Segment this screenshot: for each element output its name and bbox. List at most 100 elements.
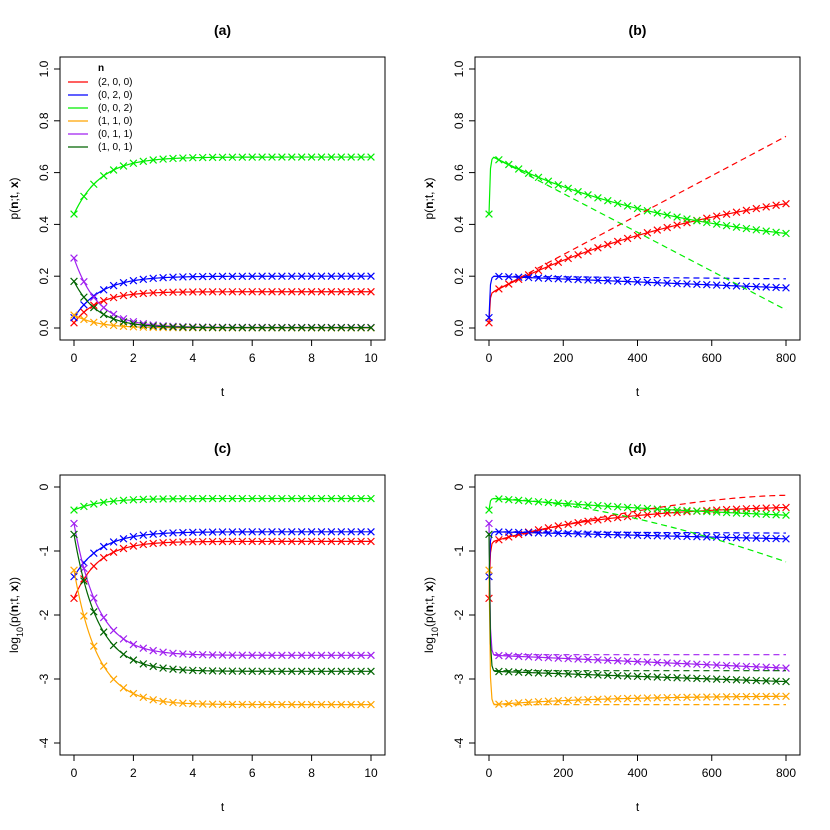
y-tick-label: 0 [452, 483, 466, 490]
series-marker [188, 537, 197, 546]
series-marker [70, 519, 78, 528]
series-marker [139, 644, 148, 653]
series-marker [307, 667, 316, 676]
series-marker [198, 494, 207, 503]
series-marker [574, 655, 582, 663]
series-line [73, 570, 371, 706]
series-marker [208, 288, 217, 296]
series-marker [603, 502, 612, 511]
series-marker [248, 651, 257, 660]
series-marker [109, 626, 118, 635]
series-marker [683, 693, 691, 702]
series-marker [347, 494, 356, 503]
legend-title: n [98, 63, 104, 74]
series-marker [297, 153, 306, 161]
series-marker [208, 528, 217, 536]
y-axis-label: p(n;t, x) [7, 177, 21, 219]
series-marker [673, 673, 681, 682]
series-marker [357, 651, 365, 660]
series-marker [702, 507, 711, 516]
series-marker [663, 509, 672, 517]
series-marker [169, 288, 177, 297]
panel-title: (a) [214, 22, 231, 38]
series-marker [327, 537, 336, 546]
x-axis-label: t [221, 800, 225, 814]
series-marker [238, 667, 247, 676]
series-marker [99, 320, 108, 329]
series-marker [603, 671, 612, 680]
series-marker [752, 676, 761, 685]
series-marker [633, 504, 642, 512]
series-marker [722, 221, 731, 230]
series-marker [683, 506, 691, 515]
series-marker [99, 171, 108, 180]
panel-title: (b) [629, 22, 647, 38]
series-marker [514, 273, 523, 282]
series-marker [139, 275, 148, 284]
series-marker [228, 528, 237, 536]
series-marker [613, 199, 622, 208]
x-tick-label: 800 [776, 766, 796, 780]
series-marker [149, 662, 158, 671]
series-marker [673, 279, 681, 288]
series-marker [594, 695, 602, 704]
x-tick-label: 2 [130, 766, 137, 780]
series-marker [722, 508, 731, 517]
series-marker [327, 667, 336, 676]
series-marker [159, 322, 167, 331]
series-marker [307, 700, 316, 709]
series-marker [278, 527, 286, 536]
series-marker [752, 534, 761, 542]
series-marker [208, 494, 217, 503]
series-marker [228, 667, 237, 675]
x-tick-label: 600 [702, 766, 722, 780]
series-marker [673, 506, 681, 514]
series-marker [258, 287, 266, 296]
x-tick-label: 4 [189, 766, 196, 780]
series-marker [722, 210, 731, 218]
series-marker [129, 640, 138, 649]
legend-entry: (0, 0, 2) [98, 103, 132, 114]
y-tick-label: 0.4 [452, 216, 466, 233]
series-line [73, 257, 371, 328]
series-marker [643, 658, 652, 666]
series-marker [693, 280, 701, 289]
series-marker [693, 216, 701, 225]
series-marker [495, 651, 503, 660]
series-marker [693, 532, 701, 541]
series-marker [198, 528, 207, 536]
series-marker [534, 173, 543, 182]
series-line [488, 523, 787, 669]
series-marker [574, 187, 582, 196]
series-marker [732, 533, 741, 542]
series-marker [337, 667, 346, 676]
x-tick-label: 0 [486, 351, 493, 365]
series-marker [287, 527, 296, 536]
series-marker [673, 221, 681, 229]
series-marker [70, 277, 78, 286]
series-marker [317, 272, 326, 281]
series-marker [327, 700, 336, 709]
series-marker [188, 494, 197, 503]
series-marker [238, 651, 247, 660]
series-marker [367, 323, 375, 332]
series-marker [357, 700, 365, 709]
y-tick-label: -2 [37, 609, 51, 620]
series-marker [722, 533, 731, 542]
series-marker [357, 667, 365, 676]
series-marker [238, 700, 247, 709]
panel-d: (d) 0 200 400 600 800 -4 -3 -2 -1 0 t log10(p(n;t, x… [422, 440, 801, 814]
series-marker [109, 321, 118, 330]
legend-entry: (1, 0, 1) [98, 142, 132, 153]
series-marker [742, 509, 751, 518]
series-marker [149, 289, 158, 297]
series-marker [702, 218, 711, 227]
series-marker [80, 315, 88, 324]
series-marker [129, 320, 138, 328]
series-marker [643, 206, 652, 215]
series-marker [99, 303, 108, 312]
series-marker [228, 323, 237, 332]
series-marker [584, 670, 592, 679]
series-marker [564, 254, 573, 263]
series-marker [663, 211, 672, 219]
